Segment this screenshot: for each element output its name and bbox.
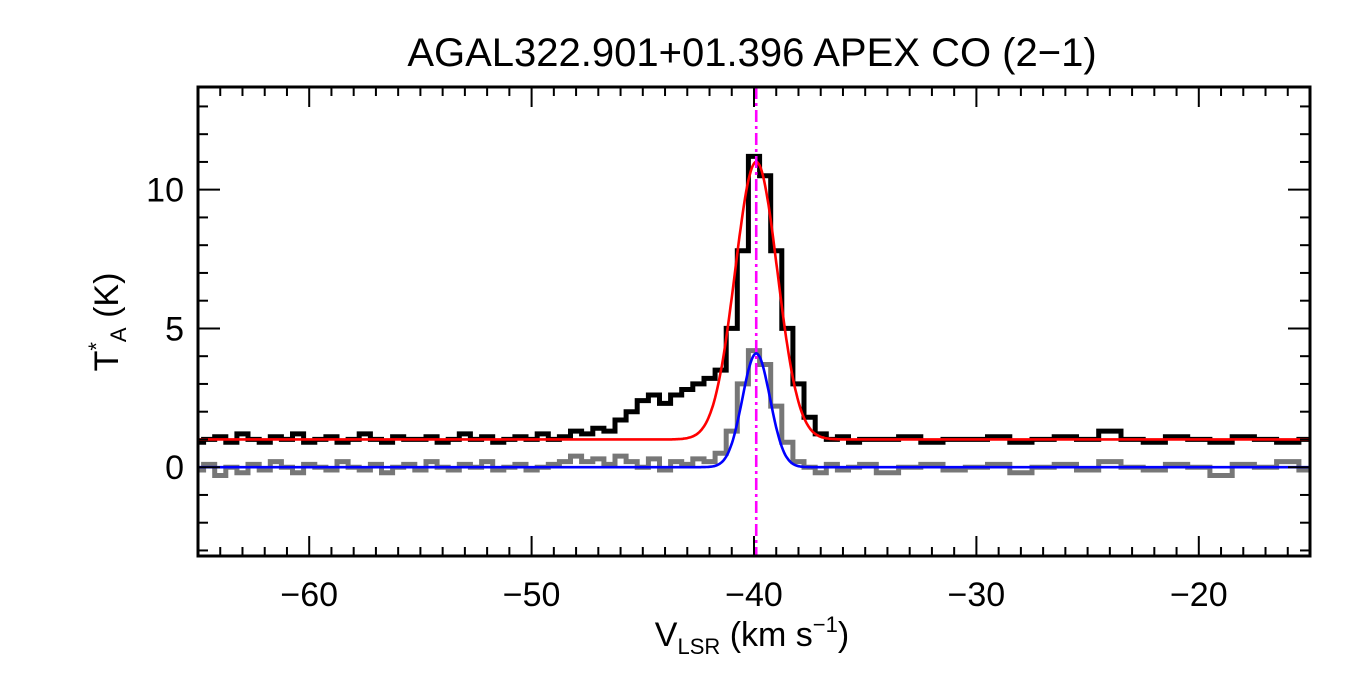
x-tick-label: −50 [503, 576, 561, 614]
x-tick-label: −20 [1170, 576, 1228, 614]
spectrum-series-2 [198, 348, 1310, 478]
gaussian-fit-1 [198, 160, 1310, 441]
y-axis-label: T*A (K) [84, 273, 131, 372]
y-axis-label-rest: (K) [88, 273, 126, 328]
y-tick-label: 0 [165, 449, 184, 487]
plot-frame [196, 85, 1312, 558]
x-axis-label-rest: (km s [720, 616, 813, 654]
x-tick-label: −40 [725, 576, 783, 614]
y-axis-label-main: T [88, 351, 126, 372]
chart-title: AGAL322.901+01.396 APEX CO (2−1) [407, 31, 1096, 75]
spectrum-series-1 [198, 153, 1310, 445]
y-tick-label: 5 [165, 310, 184, 348]
x-axis-label: VLSR (km s−1) [655, 612, 849, 659]
x-axis-label-end: ) [838, 616, 849, 654]
y-axis-label-sup: * [84, 342, 109, 351]
x-axis-label-main: V [655, 616, 678, 654]
y-axis-label-sub: A [106, 327, 131, 342]
x-tick-label: −60 [280, 576, 338, 614]
y-tick-label: 10 [146, 172, 184, 210]
x-axis-label-sup: −1 [813, 612, 838, 637]
x-axis-label-sub: LSR [677, 634, 720, 659]
gaussian-fit-2 [198, 352, 1310, 469]
x-tick-label: −30 [948, 576, 1006, 614]
